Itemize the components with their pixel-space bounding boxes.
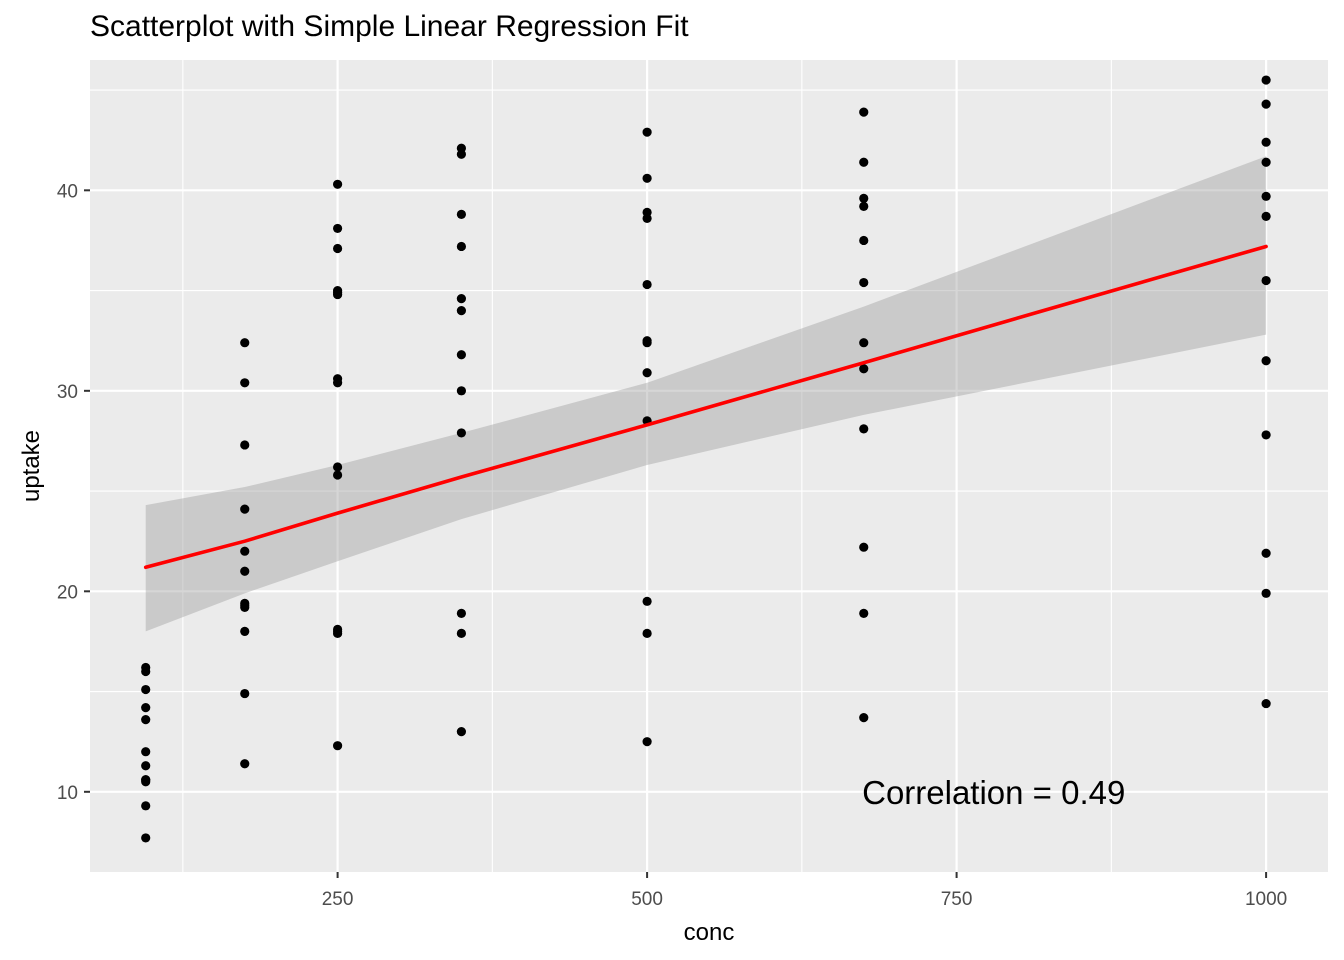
points-layer (141, 75, 1271, 843)
data-point (456, 428, 466, 438)
data-point (456, 306, 466, 316)
data-point (141, 833, 151, 843)
y-tick-label: 10 (57, 783, 78, 804)
data-point (642, 737, 652, 747)
data-point (642, 368, 652, 378)
data-point (859, 608, 869, 618)
data-point (859, 107, 869, 117)
data-point (240, 626, 250, 637)
data-point (456, 143, 466, 153)
data-point (1261, 588, 1271, 598)
data-point (859, 193, 869, 203)
fit-layer (143, 244, 1268, 570)
data-point (333, 470, 343, 480)
data-point (642, 173, 652, 183)
data-point (1261, 191, 1271, 201)
x-tick-label: 250 (322, 889, 354, 910)
data-point (333, 741, 343, 751)
data-point (456, 727, 466, 737)
data-point (859, 235, 869, 246)
y-axis: 10 20 30 40 (57, 181, 90, 804)
data-point (141, 684, 151, 695)
data-point (859, 424, 869, 434)
data-point (859, 157, 869, 167)
data-point (642, 127, 652, 137)
data-point (859, 277, 869, 288)
plot-panel (90, 60, 1328, 872)
data-point (1261, 99, 1271, 109)
y-tick-label: 30 (57, 382, 78, 403)
data-point (240, 759, 250, 769)
data-point (240, 338, 250, 348)
data-point (333, 243, 343, 254)
data-point (456, 628, 466, 639)
correlation-annotation: Correlation = 0.49 (862, 774, 1125, 811)
data-point (1261, 430, 1271, 440)
data-point (1261, 275, 1271, 286)
data-point (1261, 548, 1271, 558)
data-point (1261, 211, 1271, 221)
data-point (333, 285, 343, 296)
data-point (456, 209, 466, 219)
data-point (642, 207, 652, 217)
data-point (859, 364, 869, 374)
ci-band-layer (145, 156, 1267, 632)
data-point (141, 775, 151, 785)
data-point (240, 378, 250, 388)
data-point (1261, 698, 1271, 709)
data-point (333, 179, 343, 189)
data-point (1261, 75, 1271, 85)
x-axis: 250 500 750 1000 (322, 872, 1287, 910)
data-point (1261, 356, 1271, 366)
data-point (240, 504, 250, 514)
chart-title: Scatterplot with Simple Linear Regressio… (90, 10, 689, 43)
y-axis-label: uptake (18, 430, 45, 502)
data-point (240, 600, 250, 610)
data-point (333, 223, 343, 234)
data-point (1261, 137, 1271, 147)
x-tick-label: 1000 (1245, 889, 1287, 910)
data-point (333, 626, 343, 637)
y-tick-label: 40 (57, 181, 78, 202)
data-point (859, 201, 869, 211)
data-point (333, 378, 343, 388)
confidence-band (145, 156, 1267, 632)
grid-minor (90, 60, 1328, 893)
data-point (1261, 157, 1271, 167)
data-point (642, 596, 652, 606)
data-point (333, 462, 343, 472)
data-point (141, 715, 151, 725)
data-point (141, 662, 151, 673)
x-axis-label: conc (684, 919, 735, 946)
data-point (859, 713, 869, 723)
x-tick-label: 750 (941, 889, 973, 910)
data-point (642, 336, 652, 346)
x-tick-label: 500 (631, 889, 663, 910)
data-point (141, 747, 151, 757)
data-point (240, 688, 250, 699)
data-point (456, 350, 466, 360)
data-point (642, 628, 652, 639)
data-point (240, 546, 250, 556)
data-point (859, 338, 869, 348)
data-point (240, 440, 250, 450)
data-point (456, 386, 466, 396)
y-tick-label: 20 (57, 582, 78, 603)
data-point (859, 542, 869, 552)
data-point (141, 702, 151, 713)
regression-line (143, 244, 1268, 570)
data-point (141, 761, 151, 771)
data-point (141, 801, 151, 811)
data-point (456, 293, 466, 304)
data-point (456, 608, 466, 618)
data-point (240, 566, 250, 576)
data-point (642, 279, 652, 290)
data-point (456, 241, 466, 252)
